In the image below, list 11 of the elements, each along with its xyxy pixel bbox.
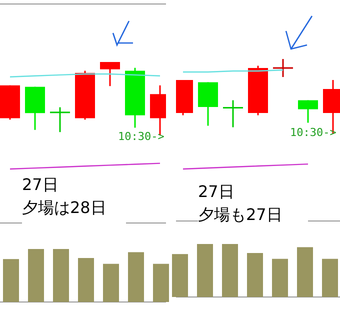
candlestick <box>273 58 293 78</box>
candlestick <box>298 100 318 124</box>
annotation: 10:30-> <box>118 130 165 143</box>
candlestick <box>50 106 70 133</box>
text: 27日 <box>198 182 234 201</box>
annotation: 10:30-> <box>290 126 337 139</box>
text: 27日 <box>22 175 58 194</box>
candlestick <box>100 61 120 87</box>
candlestick <box>223 100 243 128</box>
text: 夕場も27日 <box>198 205 282 224</box>
text: 夕場は28日 <box>22 198 106 217</box>
